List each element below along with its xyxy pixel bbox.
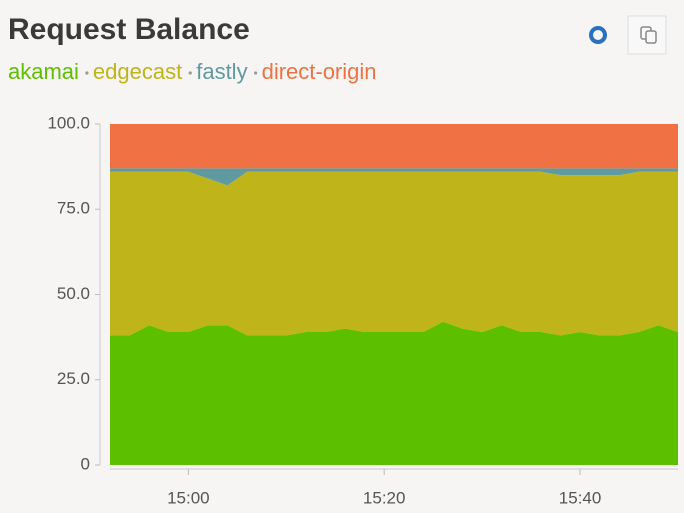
area	[110, 124, 678, 169]
y-tick-label: 100.0	[47, 113, 90, 132]
legend-entry: edgecast	[93, 59, 182, 84]
y-tick-label: 0	[81, 454, 90, 473]
legend-separator	[188, 71, 192, 75]
y-tick-label: 50.0	[57, 284, 90, 303]
status-icon[interactable]	[589, 26, 607, 44]
x-tick-label: 15:40	[559, 488, 602, 507]
legend-entry: fastly	[196, 59, 247, 84]
legend: akamai edgecast fastly direct-origin	[8, 59, 377, 84]
legend-entry: akamai	[8, 59, 79, 84]
area	[110, 168, 678, 186]
x-tick-label: 15:00	[167, 488, 210, 507]
area	[110, 321, 678, 465]
y-tick-label: 75.0	[57, 199, 90, 218]
share-icon	[645, 30, 657, 44]
y-tick-label: 25.0	[57, 369, 90, 388]
panel-title: Request Balance	[8, 13, 250, 46]
legend-entry: direct-origin	[262, 59, 377, 84]
legend-separator	[85, 71, 89, 75]
x-tick-label: 15:20	[363, 488, 406, 507]
legend-separator	[253, 71, 258, 75]
area	[110, 171, 678, 336]
